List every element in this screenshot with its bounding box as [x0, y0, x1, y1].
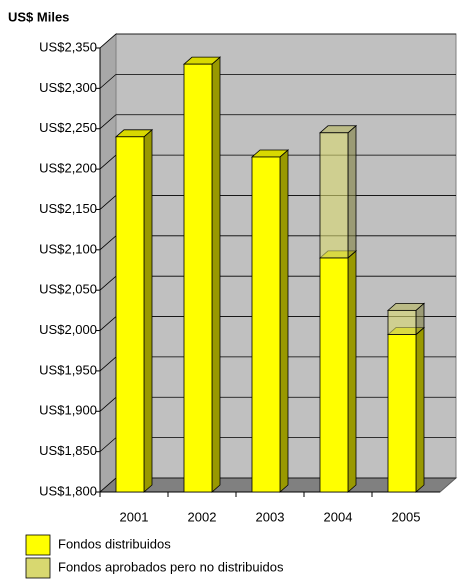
side-wall: [99, 32, 117, 494]
legend-swatch: [25, 557, 51, 579]
legend-label: Fondos distribuidos: [58, 536, 171, 551]
grid-line: [99, 477, 117, 493]
bar-side: [415, 326, 425, 493]
grid-line: [99, 195, 117, 210]
y-tick-label: US$2,000: [39, 322, 97, 337]
legend-label: Fondos aprobados pero no distribuidos: [58, 559, 284, 574]
grid-line: [99, 356, 117, 372]
y-tick-label: US$2,050: [39, 282, 97, 297]
x-tick-label: 2003: [256, 509, 285, 524]
bar: [387, 309, 417, 335]
grid-line: [99, 33, 117, 49]
x-tick-label: 2005: [392, 509, 421, 524]
y-tick-label: US$1,950: [39, 362, 97, 377]
y-tick-label: US$2,250: [39, 120, 97, 135]
y-tick-label: US$2,150: [39, 201, 97, 216]
bar: [251, 156, 281, 493]
grid-line: [99, 437, 117, 452]
grid-line: [99, 275, 117, 291]
bar-side: [211, 56, 221, 493]
legend-swatch: [25, 534, 51, 556]
grid-line: [99, 154, 117, 170]
x-tick-label: 2004: [324, 509, 353, 524]
y-tick-label: US$1,800: [39, 483, 97, 498]
y-tick-label: US$2,200: [39, 161, 97, 176]
y-tick-label: US$2,300: [39, 80, 97, 95]
bar: [319, 132, 349, 259]
grid-line: [99, 74, 117, 89]
grid-line: [99, 235, 117, 251]
x-tick-label: 2002: [188, 509, 217, 524]
y-tick-label: US$2,350: [39, 39, 97, 54]
grid-line: [99, 114, 117, 130]
y-axis-title: US$ Miles: [8, 9, 69, 24]
bar: [387, 334, 417, 493]
y-tick-label: US$2,100: [39, 241, 97, 256]
y-tick-label: US$1,900: [39, 403, 97, 418]
bar-side: [279, 149, 289, 493]
bar-side: [347, 250, 357, 493]
bar-side: [347, 124, 357, 259]
bar-side: [143, 128, 153, 493]
bar: [183, 63, 213, 493]
bar: [319, 257, 349, 493]
grid-line: [99, 316, 117, 331]
x-tick-label: 2001: [120, 509, 149, 524]
grid-line: [99, 396, 117, 412]
bar: [115, 136, 145, 493]
y-tick-label: US$1,850: [39, 443, 97, 458]
